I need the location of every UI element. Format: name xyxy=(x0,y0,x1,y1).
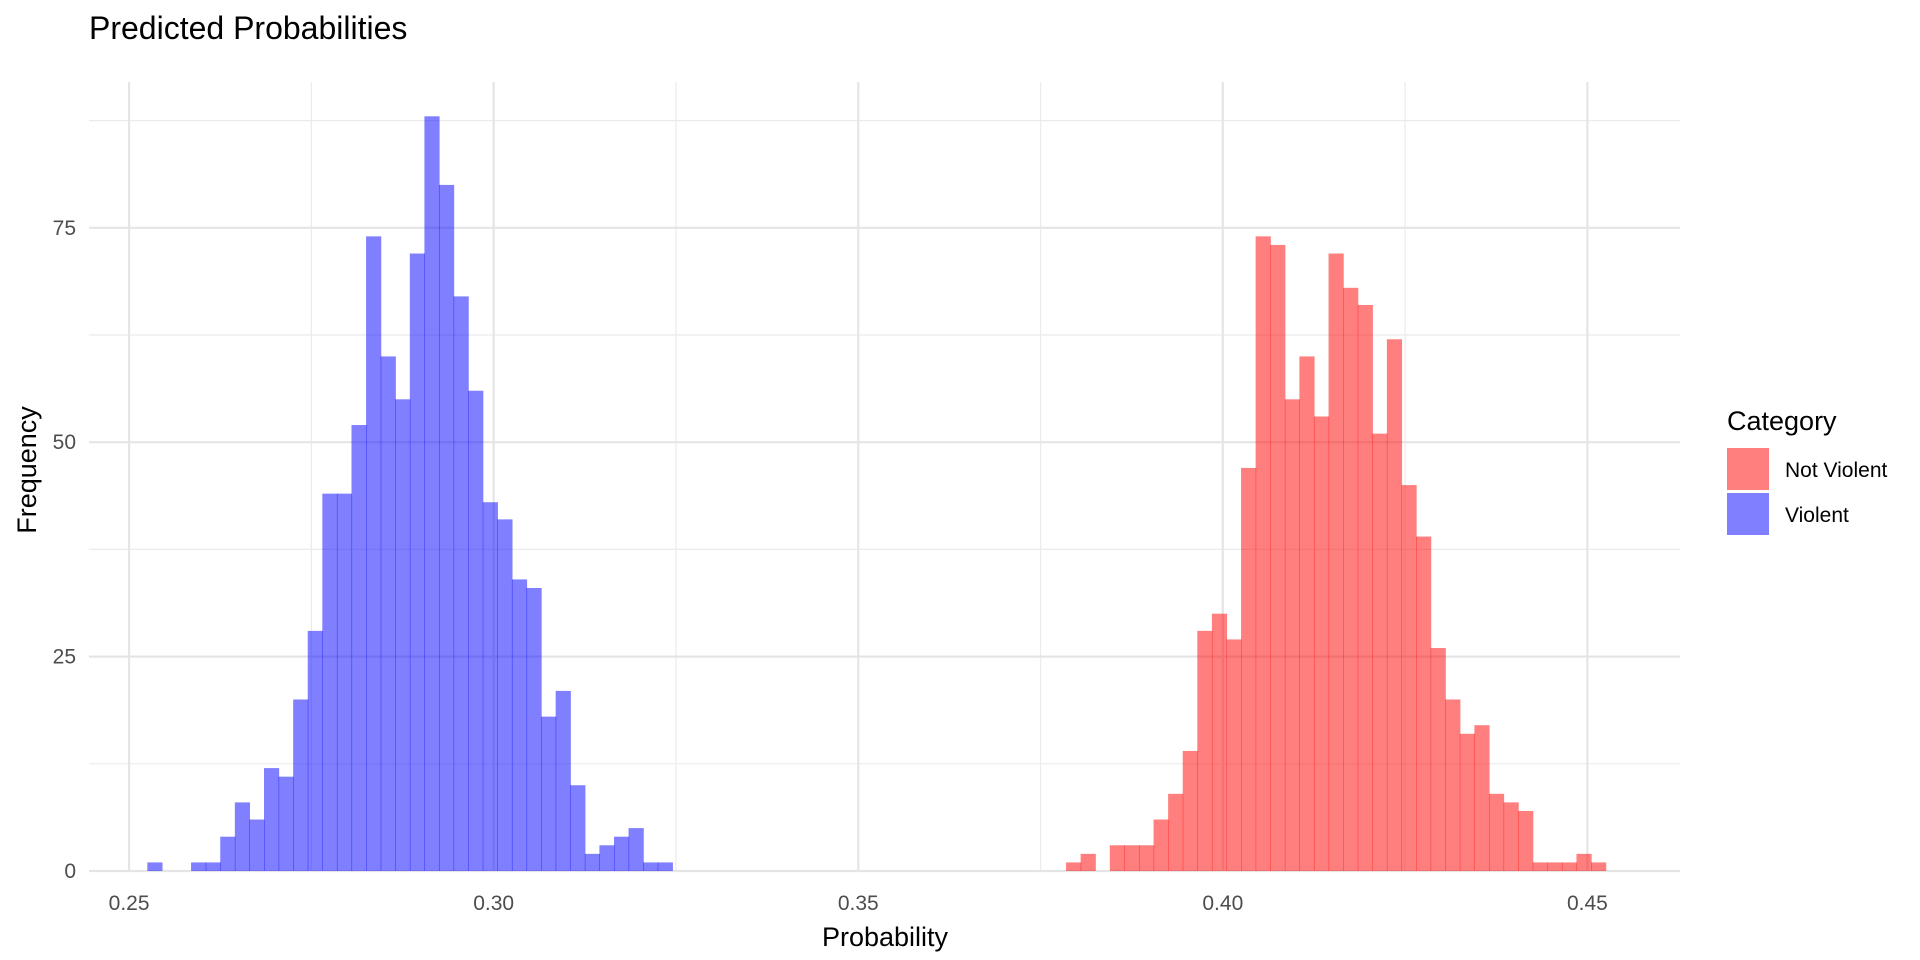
histogram-bar xyxy=(438,184,455,872)
histogram-bar xyxy=(307,630,323,871)
y-tick-label: 25 xyxy=(53,646,76,669)
histogram-bar xyxy=(380,356,396,871)
series-violent xyxy=(147,116,673,872)
histogram-bars xyxy=(147,116,1607,872)
histogram-bar xyxy=(1270,244,1286,871)
histogram-bar xyxy=(1226,639,1242,871)
histogram-bar xyxy=(424,116,440,872)
histogram-bar xyxy=(1503,802,1519,871)
histogram-bar xyxy=(1576,853,1592,871)
histogram-bar xyxy=(263,768,280,871)
legend: Category Not Violent Violent xyxy=(1727,406,1888,535)
histogram-bar xyxy=(1138,845,1155,871)
legend-entries: Not Violent Violent xyxy=(1727,448,1888,535)
histogram-bar xyxy=(1547,862,1563,871)
legend-swatch xyxy=(1727,493,1769,535)
legend-title: Category xyxy=(1727,406,1837,436)
histogram-bar xyxy=(205,862,221,871)
x-axis-ticks: 0.25 0.30 0.35 0.40 0.45 xyxy=(109,892,1608,915)
y-tick-label: 75 xyxy=(53,217,76,240)
histogram-bar xyxy=(657,862,673,871)
histogram-bar xyxy=(468,390,484,871)
x-tick-label: 0.35 xyxy=(838,892,879,915)
histogram-bar xyxy=(1591,862,1607,871)
legend-swatch xyxy=(1727,448,1769,490)
histogram-bar xyxy=(1255,236,1271,871)
x-tick-label: 0.30 xyxy=(473,892,514,915)
histogram-bar xyxy=(1401,485,1417,871)
histogram-bar xyxy=(336,493,353,871)
x-tick-label: 0.40 xyxy=(1202,892,1243,915)
histogram-bar xyxy=(1080,853,1096,871)
histogram-bar xyxy=(1153,819,1169,871)
histogram-bar xyxy=(147,862,163,871)
histogram-bar xyxy=(1241,467,1257,871)
x-axis-title: Probability xyxy=(822,922,949,952)
histogram-bar xyxy=(1532,862,1548,871)
histogram-bar xyxy=(1197,630,1213,871)
histogram-bar xyxy=(1124,845,1140,871)
histogram-bar xyxy=(1328,253,1344,872)
histogram-bar xyxy=(1109,845,1125,871)
histogram-bar xyxy=(643,862,659,871)
histogram-bar xyxy=(1211,613,1228,871)
histogram-bar xyxy=(541,716,557,871)
histogram-bar xyxy=(249,819,265,871)
histogram-bar xyxy=(1372,433,1388,871)
histogram-bar xyxy=(1474,725,1490,871)
histogram-bar xyxy=(1459,733,1475,871)
histogram-bar xyxy=(220,836,236,871)
histogram-bar xyxy=(526,587,542,871)
histogram-bar xyxy=(1430,648,1446,871)
histogram-bar xyxy=(234,802,251,871)
y-tick-label: 0 xyxy=(64,860,76,883)
histogram-bar xyxy=(1299,356,1315,871)
histogram-bar xyxy=(482,502,498,871)
histogram-bar xyxy=(511,579,528,871)
histogram-bar xyxy=(1416,536,1432,871)
y-tick-label: 50 xyxy=(53,431,76,454)
histogram-bar xyxy=(191,862,207,871)
histogram-bar xyxy=(351,425,367,871)
histogram-bar xyxy=(1445,699,1461,871)
histogram-bar xyxy=(1561,862,1578,871)
histogram-bar xyxy=(409,253,426,872)
histogram-bar xyxy=(1066,862,1082,871)
x-tick-label: 0.25 xyxy=(109,892,150,915)
histogram-bar xyxy=(1284,399,1300,871)
chart-title: Predicted Probabilities xyxy=(89,10,407,46)
histogram-bar xyxy=(322,493,338,871)
histogram-bar xyxy=(1518,810,1534,871)
histogram-bar xyxy=(366,236,382,871)
histogram-bar xyxy=(1168,793,1184,871)
histogram-bar xyxy=(453,296,469,871)
y-axis-ticks: 0 25 50 75 xyxy=(53,217,76,883)
histogram-bar xyxy=(395,399,411,871)
histogram-bar xyxy=(1357,304,1373,871)
x-tick-label: 0.45 xyxy=(1567,892,1608,915)
histogram-bar xyxy=(1182,750,1198,871)
legend-label: Not Violent xyxy=(1785,459,1888,482)
histogram-bar xyxy=(555,690,571,871)
histogram-bar xyxy=(1343,287,1359,872)
legend-label: Violent xyxy=(1785,504,1849,527)
y-axis-title: Frequency xyxy=(12,406,42,534)
histogram-bar xyxy=(570,785,586,871)
histogram-bar xyxy=(613,836,630,871)
histogram-bar xyxy=(1488,793,1505,871)
histogram-bar xyxy=(1313,416,1330,871)
histogram-bar xyxy=(584,853,601,871)
histogram-bar xyxy=(293,699,309,871)
histogram-bar xyxy=(497,519,513,871)
histogram-bar xyxy=(1386,339,1403,872)
histogram-bar xyxy=(599,845,615,871)
series-not-violent xyxy=(1066,236,1607,872)
histogram-bar xyxy=(628,828,644,871)
histogram-bar xyxy=(278,776,294,871)
